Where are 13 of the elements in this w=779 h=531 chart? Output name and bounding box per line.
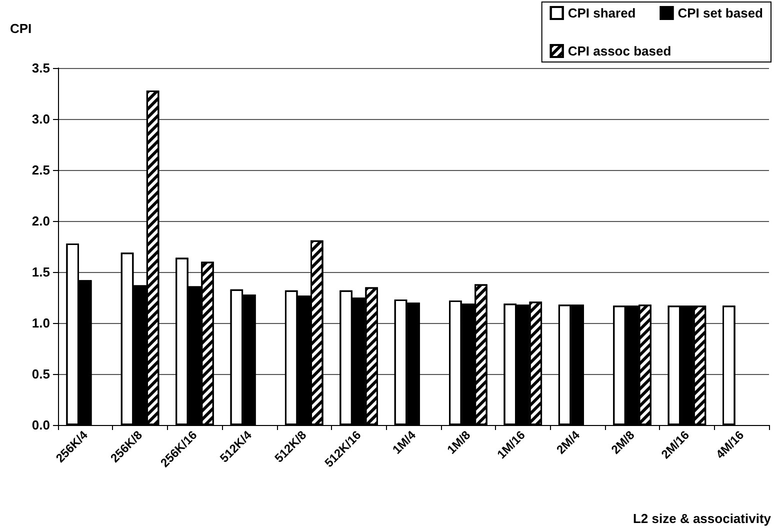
legend-label: CPI assoc based — [568, 44, 672, 58]
x-axis-title: L2 size & associativity — [632, 511, 772, 526]
legend-label: CPI set based — [678, 6, 764, 20]
y-tick-label: 3.0 — [32, 112, 50, 126]
y-tick-label: 1.5 — [32, 264, 50, 280]
y-tick-label: 0.5 — [32, 366, 50, 382]
y-axis-title: CPI — [10, 21, 32, 36]
y-tick-label: 0.0 — [32, 418, 50, 432]
y-tick-label: 2.5 — [32, 162, 50, 178]
y-tick-label: 1.0 — [32, 316, 50, 330]
y-tick-label: 2.0 — [32, 214, 50, 228]
y-tick-label: 3.5 — [32, 60, 50, 76]
legend-label: CPI shared — [568, 6, 636, 20]
